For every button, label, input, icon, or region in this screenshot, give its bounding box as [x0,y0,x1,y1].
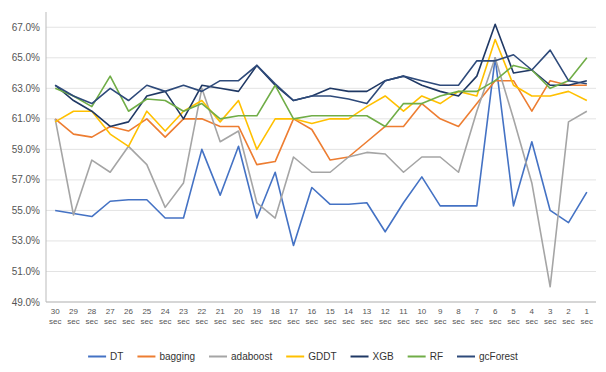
legend-swatch [457,356,475,358]
grid-line [46,88,596,89]
legend-label: GDDT [308,351,336,362]
y-tick-label: 63.0% [12,83,40,94]
x-tick-label: 5sec [507,307,519,326]
legend-item: gcForest [457,351,518,362]
legend-swatch [88,356,106,358]
grid-line [46,27,596,28]
x-tick-label: 24sec [159,307,171,326]
legend-label: gcForest [479,351,518,362]
y-tick-label: 51.0% [12,266,40,277]
x-tick-label: 3sec [544,307,556,326]
legend: DT bagging adaboost GDDT XGB RF gcForest [88,351,518,362]
legend-swatch [137,356,155,358]
series-line [55,50,587,103]
series-line [55,24,587,126]
x-tick-label: 9sec [434,307,446,326]
y-tick-label: 65.0% [12,52,40,63]
x-axis-line [46,302,596,303]
x-tick-label: 22sec [196,307,208,326]
grid-line [46,57,596,58]
x-tick-label: 20sec [232,307,244,326]
x-tick-label: 14sec [342,307,354,326]
x-tick-label: 12sec [379,307,391,326]
x-tick-label: 11sec [397,307,409,326]
x-tick-label: 25sec [141,307,153,326]
legend-item: RF [408,351,443,362]
legend-item: XGB [351,351,394,362]
y-tick-label: 67.0% [12,22,40,33]
legend-label: XGB [373,351,394,362]
x-tick-label: 17sec [287,307,299,326]
grid [46,27,596,302]
x-tick-label: 2sec [562,307,574,326]
legend-swatch [209,356,227,358]
x-tick-label: 7sec [471,307,483,326]
chart: 49.0% 51.0% 53.0% 55.0% 57.0% 59.0% 61.0% 63.0%… [0,0,606,372]
x-tick-label: 6sec [489,307,501,326]
x-tick-label: 10sec [416,307,428,326]
y-tick-label: 55.0% [12,205,40,216]
x-tick-label: 4sec [526,307,538,326]
x-tick-label: 28sec [86,307,98,326]
x-tick-label: 1sec [581,307,593,326]
y-tick-label: 53.0% [12,235,40,246]
grid-line [46,210,596,211]
grid-line [46,240,596,241]
y-tick-label: 59.0% [12,144,40,155]
x-tick-label: 18sec [269,307,281,326]
legend-swatch [351,356,369,358]
y-tick-label: 61.0% [12,113,40,124]
lines [55,24,587,287]
legend-label: bagging [159,351,195,362]
x-tick-label: 13sec [361,307,373,326]
series-line [55,58,587,127]
legend-item: DT [88,351,123,362]
legend-label: adaboost [231,351,272,362]
x-tick-label: 16sec [306,307,318,326]
grid-line [46,179,596,180]
y-axis-line [46,12,47,302]
x-tick-label: 15sec [324,307,336,326]
grid-line [46,271,596,272]
x-tick-label: 26sec [122,307,134,326]
x-tick-label: 8sec [452,307,464,326]
x-tick-label: 19sec [251,307,263,326]
x-tick-label: 27sec [104,307,116,326]
legend-swatch [286,356,304,358]
x-tick-label: 23sec [177,307,189,326]
legend-item: bagging [137,351,195,362]
legend-swatch [408,356,426,358]
y-tick-label: 49.0% [12,297,40,308]
legend-label: DT [110,351,123,362]
grid-line [46,302,596,303]
legend-label: RF [430,351,443,362]
x-tick-label: 29sec [67,307,79,326]
y-tick-label: 57.0% [12,174,40,185]
x-tick-label: 30sec [49,307,61,326]
legend-item: adaboost [209,351,272,362]
x-tick-label: 21sec [214,307,226,326]
legend-item: GDDT [286,351,336,362]
grid-line [46,149,596,150]
